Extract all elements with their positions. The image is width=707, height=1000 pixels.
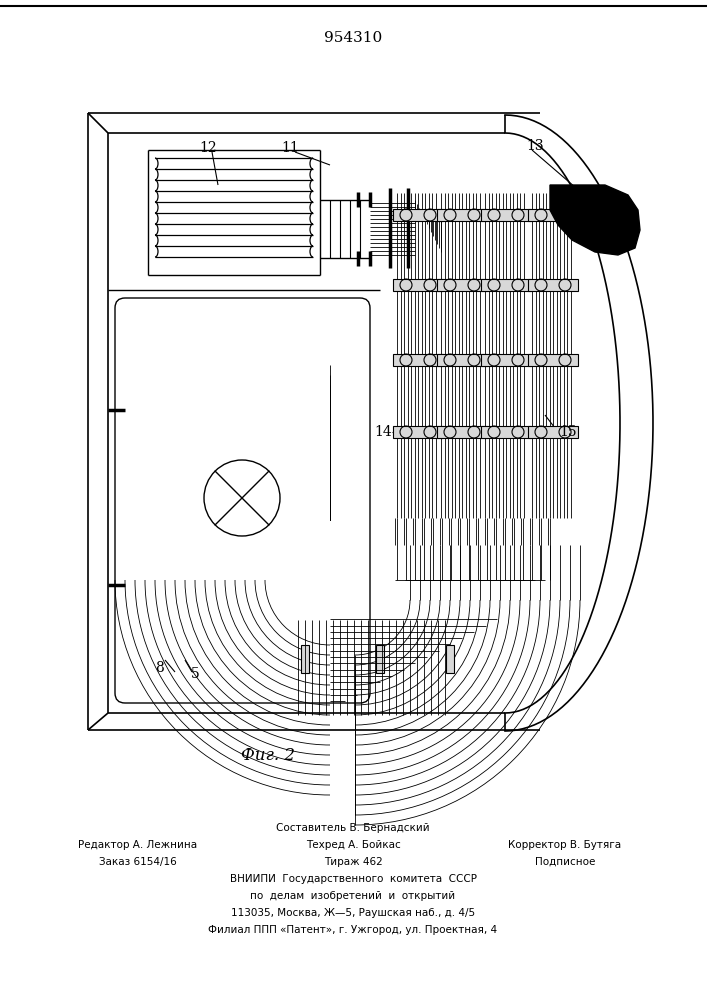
- Text: 113035, Москва, Ж—5, Раушская наб., д. 4/5: 113035, Москва, Ж—5, Раушская наб., д. 4…: [231, 908, 475, 918]
- Bar: [481, 426, 531, 438]
- Bar: [446, 645, 454, 673]
- Text: Редактор А. Лежнина: Редактор А. Лежнина: [78, 840, 197, 850]
- Bar: [437, 426, 487, 438]
- Bar: [528, 279, 578, 291]
- Bar: [528, 354, 578, 366]
- Text: 13: 13: [526, 139, 544, 153]
- Bar: [437, 279, 487, 291]
- Text: Подписное: Подписное: [534, 857, 595, 867]
- Text: 8: 8: [156, 661, 164, 675]
- Bar: [437, 354, 487, 366]
- Bar: [481, 279, 531, 291]
- Text: Заказ 6154/16: Заказ 6154/16: [99, 857, 177, 867]
- Bar: [393, 279, 443, 291]
- Text: Фиг. 2: Фиг. 2: [241, 746, 295, 764]
- Text: 5: 5: [191, 667, 199, 681]
- Text: 954310: 954310: [324, 31, 382, 45]
- Text: ВНИИПИ  Государственного  комитета  СССР: ВНИИПИ Государственного комитета СССР: [230, 874, 477, 884]
- Polygon shape: [550, 185, 640, 255]
- Text: 15: 15: [559, 425, 577, 439]
- Bar: [481, 209, 531, 221]
- Bar: [393, 354, 443, 366]
- Bar: [528, 426, 578, 438]
- Bar: [301, 645, 309, 673]
- Bar: [393, 426, 443, 438]
- Text: Филиал ППП «Патент», г. Ужгород, ул. Проектная, 4: Филиал ППП «Патент», г. Ужгород, ул. Про…: [209, 925, 498, 935]
- Bar: [376, 645, 384, 673]
- Text: 14: 14: [374, 425, 392, 439]
- Text: 11: 11: [281, 141, 299, 155]
- Bar: [437, 209, 487, 221]
- Text: Корректор В. Бутяга: Корректор В. Бутяга: [508, 840, 621, 850]
- Bar: [481, 354, 531, 366]
- Bar: [528, 209, 578, 221]
- Text: Техред А. Бойкас: Техред А. Бойкас: [305, 840, 400, 850]
- Text: 12: 12: [199, 141, 217, 155]
- Text: по  делам  изобретений  и  открытий: по делам изобретений и открытий: [250, 891, 455, 901]
- Bar: [393, 209, 443, 221]
- Text: Тираж 462: Тираж 462: [324, 857, 382, 867]
- Text: Составитель В. Бернадский: Составитель В. Бернадский: [276, 823, 430, 833]
